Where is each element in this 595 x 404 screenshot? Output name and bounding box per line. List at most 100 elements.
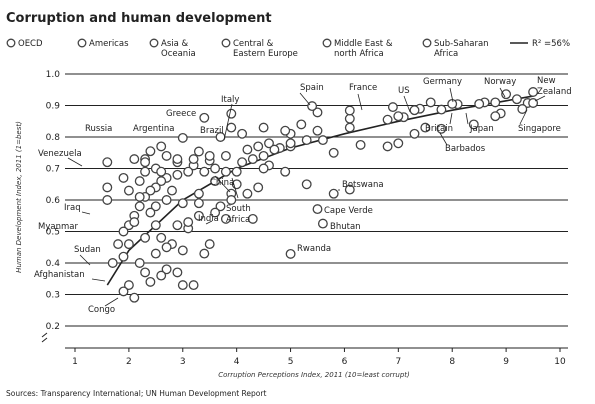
data-point [420, 122, 431, 133]
data-point [220, 150, 231, 161]
legend-marker [6, 38, 16, 48]
data-point [468, 119, 479, 130]
annotation-leader [519, 109, 528, 125]
data-point [188, 154, 199, 165]
annotation-leader [534, 95, 546, 102]
annotation-leader [91, 278, 106, 282]
annotation-label: Bhutan [330, 222, 361, 232]
data-point [312, 125, 323, 136]
data-point [156, 270, 167, 281]
data-point [150, 220, 161, 231]
data-point [134, 176, 145, 187]
data-point [183, 166, 194, 177]
data-point [301, 135, 312, 146]
data-point [204, 239, 215, 250]
data-point [204, 150, 215, 161]
data-point [511, 94, 522, 105]
data-point [231, 166, 242, 177]
annotation-leader [449, 112, 453, 125]
data-point [145, 185, 156, 196]
data-point [118, 226, 129, 237]
data-point [285, 248, 296, 259]
data-point [258, 122, 269, 133]
x-tick-label: 6 [342, 357, 348, 367]
data-point [210, 207, 221, 218]
data-point [199, 166, 210, 177]
annotation-label: Italy [221, 95, 239, 105]
annotation-leader [465, 112, 469, 125]
annotation-label: India [198, 214, 219, 224]
data-point [134, 258, 145, 268]
data-point [317, 218, 328, 229]
data-point [215, 201, 226, 212]
annotations: Spain France US Germany Norway New Zealand Ital… [34, 76, 572, 315]
x-tick-label: 9 [503, 357, 509, 367]
annotation-label: New Zealand [537, 76, 572, 97]
x-tick-label: 1 [72, 357, 78, 367]
data-points [102, 87, 539, 303]
legend-entry: Middle East & north Africa [334, 39, 393, 59]
annotation-label: Cape Verde [324, 206, 373, 216]
annotation-leader [79, 254, 91, 266]
data-point [118, 172, 129, 183]
y-tick-label: 0.8 [46, 133, 61, 143]
annotation-leader [67, 157, 83, 167]
data-point [123, 280, 134, 291]
data-point [172, 220, 183, 231]
x-tick-label: 10 [554, 357, 566, 367]
x-axis-label: Corruption Perceptions Index, 2011 (10=l… [218, 371, 410, 379]
data-point [199, 248, 210, 259]
annotation-label: Iraq [64, 203, 81, 213]
legend-trend-label: R² =56% [532, 39, 570, 49]
data-point [156, 176, 167, 187]
source-note: Sources: Transparency International; UN … [6, 389, 266, 398]
data-point [307, 101, 318, 112]
data-point [382, 141, 393, 152]
data-point [156, 141, 167, 152]
legend-marker [422, 38, 432, 48]
annotation-label: Singapore [518, 124, 561, 134]
data-point [172, 154, 183, 165]
data-point [226, 195, 237, 205]
y-tick-label: 0.7 [46, 165, 60, 175]
annotation-label: Britain [425, 124, 453, 134]
annotation-leader [449, 87, 454, 103]
data-point [220, 166, 231, 177]
data-point [177, 245, 188, 256]
data-point [188, 280, 199, 291]
x-tick-label: 3 [180, 357, 186, 367]
data-point [193, 188, 204, 199]
annotation-label: Germany [423, 77, 462, 87]
data-point [161, 242, 172, 253]
legend-entry: Sub-Saharan Africa [434, 39, 489, 59]
data-point [328, 188, 339, 199]
data-point [280, 166, 291, 177]
data-point [183, 217, 194, 228]
data-point [140, 166, 151, 177]
data-point [501, 89, 512, 100]
annotation-label: Afghanistan [34, 270, 85, 280]
annotation-label: Venezuela [38, 149, 82, 159]
data-point [247, 154, 258, 165]
data-point [409, 128, 420, 139]
annotation-label: Botswana [342, 180, 384, 190]
grid [41, 73, 568, 349]
annotation-leader [205, 220, 213, 225]
data-point [242, 188, 253, 199]
data-point [129, 154, 140, 165]
annotation-label: Brazil [200, 126, 224, 136]
data-point [312, 204, 323, 215]
legend-entry: Central & Eastern Europe [233, 39, 298, 59]
data-point [344, 184, 355, 195]
data-point [140, 232, 151, 243]
data-point [237, 157, 248, 168]
annotation-leader [403, 95, 411, 113]
data-point [247, 213, 258, 224]
data-point [387, 102, 398, 113]
annotation-label: Barbados [445, 144, 486, 154]
data-point [269, 144, 280, 155]
y-tick-label: 0.3 [46, 291, 60, 301]
data-point [226, 122, 237, 133]
annotation-label: Congo [88, 305, 115, 315]
data-point [118, 251, 129, 262]
